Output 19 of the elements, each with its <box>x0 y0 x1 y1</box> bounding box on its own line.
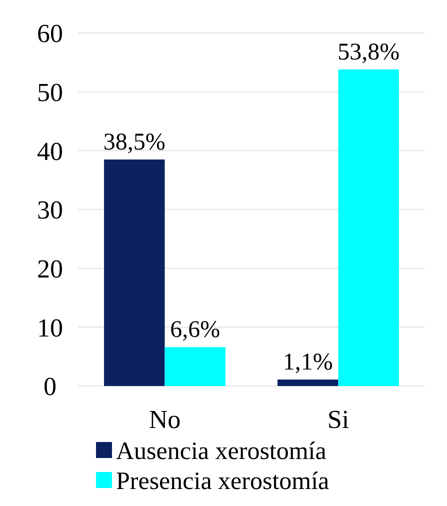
y-tick-label: 60 <box>37 19 63 48</box>
legend-label: Ausencia xerostomía <box>116 438 326 465</box>
y-tick-label: 20 <box>37 254 63 284</box>
bar <box>338 69 399 386</box>
bar <box>104 159 165 386</box>
y-tick-label: 50 <box>37 78 63 107</box>
x-tick-label: No <box>148 405 181 434</box>
data-label: 38,5% <box>103 129 166 156</box>
data-label: 53,8% <box>338 39 400 66</box>
bar <box>278 380 338 386</box>
y-tick-label: 10 <box>37 313 63 342</box>
x-tick-label: Si <box>327 405 350 434</box>
bar <box>164 347 226 386</box>
y-tick-label: 40 <box>37 136 63 166</box>
y-tick-label: 30 <box>37 196 63 225</box>
data-label: 6,6% <box>170 317 220 344</box>
legend-label: Presencia xerostomía <box>116 468 330 495</box>
y-tick-label: 0 <box>44 372 56 402</box>
data-label: 1,1% <box>282 350 333 376</box>
